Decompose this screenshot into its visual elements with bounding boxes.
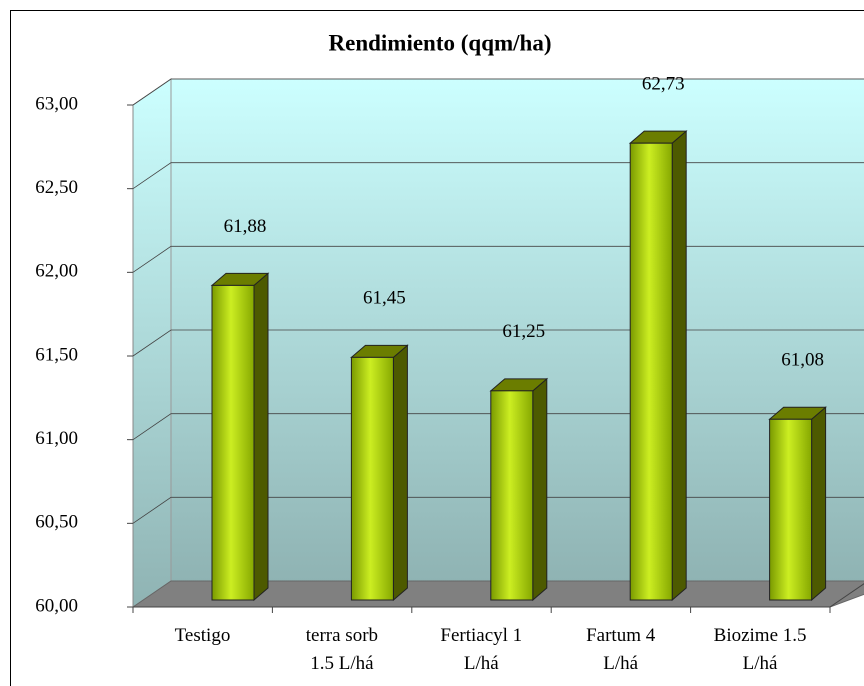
x-tick-label: Testigo — [174, 625, 231, 646]
y-tick-label: 62,50 — [35, 177, 78, 198]
bar — [768, 406, 827, 602]
y-tick-label: 63,00 — [35, 93, 78, 114]
x-tick-label: Fertiacyl 1 L/há — [440, 625, 523, 674]
bar-front — [769, 418, 813, 601]
value-label: 61,08 — [781, 350, 824, 371]
bar-side — [671, 130, 687, 602]
bar-side — [811, 406, 827, 602]
bar-side — [392, 344, 408, 602]
bar — [489, 377, 549, 602]
bar-front — [350, 356, 394, 601]
value-label: 61,25 — [502, 321, 545, 342]
bar-front — [490, 390, 534, 601]
bar-front — [211, 284, 255, 601]
x-axis-depth — [829, 583, 864, 608]
y-tick-label: 62,00 — [35, 261, 78, 282]
bar — [628, 130, 688, 602]
chart-title: Rendimiento (qqm/ha) — [329, 30, 552, 55]
x-tick-label: Fartum 4 L/há — [586, 625, 656, 674]
frame — [10, 10, 864, 686]
value-label: 61,45 — [363, 288, 406, 309]
grid-line — [132, 78, 864, 106]
y-tick-label: 60,00 — [35, 595, 78, 616]
bar — [350, 344, 409, 602]
y-tick-label: 61,00 — [35, 428, 78, 449]
bar-front — [629, 142, 673, 601]
x-tick-label: terra sorb 1.5 L/há — [305, 625, 379, 674]
value-label: 61,88 — [224, 216, 267, 237]
value-label: 62,73 — [642, 74, 685, 95]
bar-side — [253, 272, 269, 602]
plot: 60,00 60,50 61,00 61,50 62,00 62,50 63,00 61,88… — [35, 74, 864, 616]
y-tick-label: 61,50 — [35, 344, 78, 365]
bar-side — [532, 377, 548, 602]
y-tick-label: 60,50 — [35, 512, 78, 533]
bar — [210, 272, 270, 602]
x-tick-label: Biozime 1.5 L/há — [713, 625, 807, 674]
